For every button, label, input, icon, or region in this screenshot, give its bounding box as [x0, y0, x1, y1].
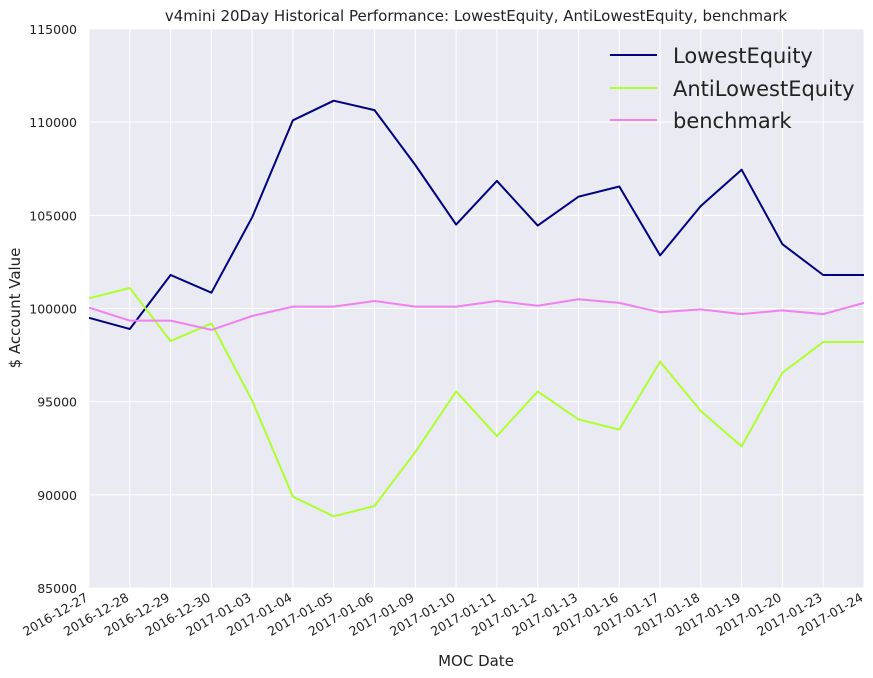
series-lines: [88, 99, 865, 518]
x-axis-label: MOC Date: [438, 652, 514, 670]
chart-title: v4mini 20Day Historical Performance: Low…: [165, 7, 788, 25]
y-tick-label: 85000: [37, 581, 77, 596]
y-tick-label: 100000: [29, 302, 77, 317]
legend-label-benchmark: benchmark: [673, 109, 792, 133]
series-line-benchmark: [88, 298, 865, 331]
grid-lines: [88, 28, 865, 589]
y-tick-label: 110000: [29, 115, 77, 130]
series-line-lowestequity: [88, 99, 864, 330]
legend: LowestEquity AntiLowestEquity benchmark: [610, 44, 855, 133]
legend-label-antilowestequity: AntiLowestEquity: [673, 77, 855, 101]
legend-label-lowestequity: LowestEquity: [673, 44, 813, 68]
y-tick-label: 105000: [29, 208, 77, 223]
x-tick-labels: 2016-12-272016-12-282016-12-292016-12-30…: [20, 590, 865, 639]
series-line-antilowestequity: [88, 287, 864, 518]
y-tick-label: 90000: [37, 488, 77, 503]
y-tick-labels: 85000 90000 95000 100000 105000 110000 115000: [29, 22, 77, 596]
y-tick-label: 95000: [37, 395, 77, 410]
y-tick-label: 115000: [29, 22, 77, 37]
y-axis-label: $ Account Value: [6, 248, 24, 369]
